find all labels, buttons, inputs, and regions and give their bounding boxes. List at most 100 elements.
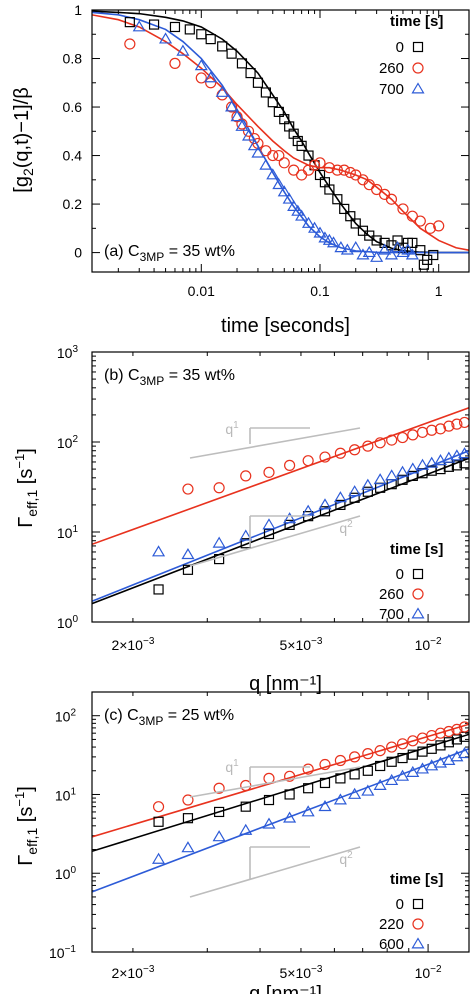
data-point-700 [282, 192, 296, 204]
data-point-700 [301, 504, 315, 516]
data-point-260 [213, 482, 225, 494]
data-point-260 [242, 125, 255, 137]
legend-marker-0 [412, 41, 424, 53]
data-point-700 [433, 454, 448, 466]
data-point-260 [397, 203, 409, 215]
x-axis-label: q [nm⁻¹] [249, 673, 322, 695]
data-point-700 [159, 32, 173, 44]
data-point-0 [226, 48, 237, 59]
fit-line-700 [92, 11, 469, 254]
data-point-700 [266, 168, 280, 180]
slope-label-q2: q2 [339, 519, 353, 536]
data-point-0 [397, 474, 408, 485]
data-point-0 [273, 106, 284, 117]
data-point-0 [362, 486, 373, 497]
data-point-260 [308, 159, 321, 171]
data-point-0 [375, 760, 386, 772]
data-point-700 [204, 71, 218, 83]
y-tick-label: 102 [55, 708, 77, 725]
data-point-700 [384, 248, 399, 260]
legend-title: time [s] [390, 13, 443, 30]
data-point-260 [182, 483, 194, 495]
panel-a: 0.01 0.1 1 0 0.2 0.4 0.6 0.8 1 time [seconds] [g2(… [11, 2, 470, 337]
data-point-0 [407, 749, 418, 760]
data-point-700 [259, 158, 273, 170]
data-point-700 [283, 512, 297, 524]
data-point-700 [176, 44, 190, 56]
data-point-600 [415, 762, 430, 774]
data-point-0 [303, 783, 314, 794]
data-point-220 [386, 741, 398, 753]
data-point-700 [308, 221, 322, 233]
data-point-260 [334, 447, 347, 459]
data-point-700 [241, 129, 256, 141]
data-point-220 [284, 770, 296, 782]
panel-c: 10−1 100 101 102 2×10−3 5×10−3 10−2 q [nm⁻¹] Γef… [12, 691, 470, 994]
data-point-700 [378, 243, 392, 255]
legend-marker-220 [412, 918, 424, 930]
data-point-0 [379, 237, 390, 248]
data-point-700 [457, 447, 469, 459]
legend-marker-700 [411, 82, 425, 94]
data-point-0 [284, 789, 295, 800]
plot-frame [91, 9, 470, 273]
slope-line [189, 766, 361, 798]
panel-label: (c) C3MP = 25 wt% [104, 707, 234, 728]
plot-area [92, 407, 469, 605]
data-point-0 [345, 211, 356, 222]
data-point-220 [182, 794, 194, 806]
data-point-260 [205, 77, 217, 89]
data-point-0 [169, 21, 181, 33]
data-point-0 [182, 564, 194, 575]
data-point-0 [184, 24, 195, 35]
data-point-260 [338, 164, 350, 176]
data-point-0 [319, 506, 331, 517]
data-point-0 [284, 519, 295, 530]
data-point-0 [451, 460, 462, 471]
ticks [92, 351, 469, 623]
data-point-0 [415, 245, 426, 256]
x-tick-label: 5×10−3 [279, 964, 322, 981]
legend-label-0: 0 [396, 896, 404, 913]
y-axis-label: [g2(q,t)−1]/β [11, 87, 36, 192]
legend: time [s] 0 220 600 [379, 871, 443, 953]
slope-line [189, 427, 361, 459]
slope-guides [189, 766, 361, 898]
data-point-260 [284, 459, 296, 471]
data-point-0 [443, 737, 454, 748]
data-point-700 [340, 243, 354, 255]
data-point-700 [247, 139, 261, 151]
data-point-700 [291, 204, 305, 216]
data-point-220 [458, 721, 469, 733]
data-point-0 [319, 777, 331, 789]
data-point-260 [396, 431, 409, 444]
data-point-700 [251, 146, 265, 158]
data-point-260 [349, 444, 361, 456]
data-point-220 [434, 727, 447, 739]
data-point-260 [124, 38, 136, 50]
data-point-0 [335, 773, 346, 784]
data-point-260 [443, 420, 455, 432]
plot-area [92, 721, 469, 893]
data-point-600 [373, 778, 387, 790]
legend-label-220: 220 [379, 916, 404, 933]
data-point-600 [333, 793, 347, 805]
data-point-0 [386, 756, 397, 767]
data-point-260 [331, 164, 343, 176]
data-point-600 [348, 787, 362, 799]
data-point-260 [433, 220, 445, 232]
data-point-700 [405, 248, 419, 260]
data-point-700 [450, 449, 464, 461]
data-point-700 [415, 458, 430, 470]
data-point-220 [396, 738, 409, 750]
slope-label-q1: q1 [225, 420, 239, 437]
data-point-700 [390, 241, 405, 253]
data-point-0 [349, 769, 360, 780]
data-point-0 [196, 29, 207, 40]
data-point-700 [215, 85, 229, 97]
data-point-0 [236, 58, 248, 69]
ticks [92, 691, 469, 953]
data-point-220 [374, 745, 386, 757]
y-tick-label: 0.4 [63, 148, 83, 164]
data-point-0 [153, 584, 164, 595]
